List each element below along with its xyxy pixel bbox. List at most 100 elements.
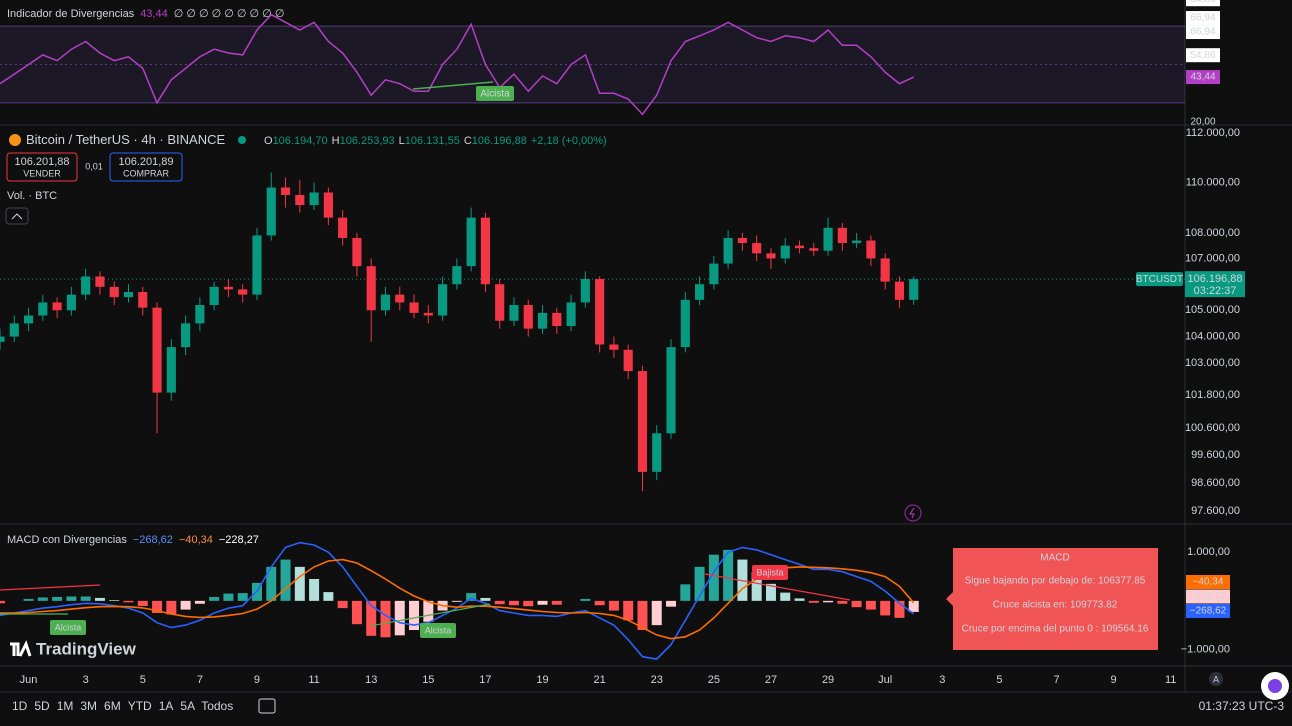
- candle-body: [509, 305, 519, 321]
- histogram-bar: [651, 600, 662, 626]
- candle-body: [537, 312, 548, 329]
- histogram-bar: [637, 600, 648, 630]
- histogram-bar: [608, 600, 619, 611]
- candle-body: [823, 227, 833, 251]
- candle-body: [609, 344, 619, 350]
- candle-body: [38, 302, 48, 316]
- candle-body: [409, 302, 419, 313]
- sell-button[interactable]: [6, 152, 78, 182]
- ohlc-value: 106.253,93: [340, 135, 395, 147]
- histogram-bar: [380, 600, 391, 638]
- divergence-line: [412, 81, 494, 90]
- alert-line: Sigue bajando por debajo de: 106377.85: [965, 576, 1146, 587]
- x-tick-label: Jun: [20, 674, 38, 686]
- buy-button[interactable]: [109, 152, 183, 182]
- histogram-bar: [137, 600, 148, 606]
- histogram-bar: [337, 600, 348, 609]
- histogram-bar: [594, 600, 605, 606]
- range-button[interactable]: 1D: [12, 699, 28, 713]
- histogram-bar: [152, 600, 163, 613]
- candle-body: [295, 195, 305, 206]
- histogram-bar: [409, 600, 420, 630]
- candle-body: [181, 323, 191, 348]
- y-tick-label: 104.000,00: [1185, 330, 1240, 342]
- macd-tick-label: 1.000,00: [1187, 546, 1230, 558]
- candle-body: [0, 336, 5, 342]
- histogram-bar: [851, 600, 862, 608]
- candle-body: [452, 266, 462, 285]
- histogram-bar: [494, 600, 505, 605]
- candle-body: [252, 235, 262, 295]
- candle-body: [552, 312, 562, 327]
- macd-title: MACD con Divergencias: [7, 534, 127, 546]
- date-range-button[interactable]: [258, 698, 276, 714]
- scale-mode-button[interactable]: [1209, 672, 1223, 686]
- histogram-bar: [123, 600, 134, 603]
- range-button[interactable]: 6M: [104, 699, 121, 713]
- candle-body: [752, 243, 762, 254]
- candle-body: [495, 284, 505, 321]
- histogram-bar: [0, 600, 5, 604]
- x-tick-label: 19: [536, 674, 548, 686]
- symbol-badge: [1136, 272, 1183, 287]
- symbol-header: Bitcoin / TetherUS · 4h · BINANCE: [26, 132, 225, 147]
- candle-body: [166, 347, 176, 393]
- rsi-current-box: [1186, 70, 1220, 85]
- y-tick-label: 105.000,00: [1185, 304, 1240, 316]
- range-button[interactable]: 1A: [159, 699, 174, 713]
- x-tick-label: 17: [479, 674, 491, 686]
- candle-body: [523, 305, 533, 329]
- annotation-label: Alcista: [425, 625, 452, 635]
- current-price-label: 106.196,88: [1187, 273, 1242, 285]
- histogram-bar: [623, 600, 634, 621]
- histogram-bar: [523, 600, 534, 607]
- ohlc-value: 106.194,70: [273, 135, 328, 147]
- histogram-bar: [894, 600, 905, 618]
- range-button[interactable]: 5D: [34, 699, 50, 713]
- price-change: +2,18 (+0,00%): [531, 135, 607, 147]
- range-button[interactable]: Todos: [201, 699, 233, 713]
- histogram-bar: [223, 593, 234, 601]
- alert-pointer: [946, 592, 953, 606]
- range-button[interactable]: 1M: [57, 699, 74, 713]
- histogram-bar: [66, 596, 77, 601]
- histogram-bar: [823, 600, 834, 603]
- collapse-button[interactable]: [5, 207, 29, 225]
- candle-body: [894, 281, 905, 300]
- rsi-value: 43,44: [140, 8, 168, 20]
- range-button[interactable]: YTD: [128, 699, 152, 713]
- macd-value-box: [1186, 589, 1230, 604]
- candle-body: [52, 302, 62, 311]
- histogram-bar: [209, 596, 220, 601]
- macd-value-label: −40,34: [1193, 577, 1224, 588]
- alert-title: MACD: [1040, 553, 1069, 564]
- x-tick-label: 11: [308, 674, 319, 686]
- histogram-bar: [837, 600, 848, 604]
- symbol-label: BTCUSDT: [1136, 274, 1183, 285]
- histogram-bar: [466, 593, 477, 601]
- range-button[interactable]: 3M: [80, 699, 97, 713]
- range-bar: 1D 5D 1M 3M 6M YTD 1A 5A Todos: [12, 699, 233, 713]
- x-tick-label: 7: [197, 674, 203, 686]
- annotation-box: [420, 623, 456, 638]
- buy-label: COMPRAR: [123, 168, 170, 178]
- ohlc-key: O: [264, 135, 273, 147]
- y-tick-label: 110.000,00: [1186, 176, 1240, 188]
- price-badge: [1185, 271, 1245, 298]
- range-button[interactable]: 5A: [180, 699, 195, 713]
- candle-body: [352, 237, 362, 267]
- x-tick-label: 15: [422, 674, 434, 686]
- histogram-bar: [309, 579, 320, 601]
- annotation-label: Alcista: [55, 622, 82, 632]
- buy-price: 106.201,89: [118, 156, 173, 168]
- candle-body: [809, 248, 819, 251]
- alert-icon[interactable]: [904, 504, 922, 522]
- annotation-box: [752, 565, 788, 580]
- x-tick-label: 9: [1111, 674, 1117, 686]
- rsi-tick-label: 66,94: [1190, 13, 1215, 24]
- histogram-bar: [52, 596, 63, 601]
- candle-body: [866, 240, 876, 259]
- candle-body: [794, 245, 805, 249]
- histogram-bar: [194, 600, 205, 604]
- x-tick-label: Jul: [878, 674, 892, 686]
